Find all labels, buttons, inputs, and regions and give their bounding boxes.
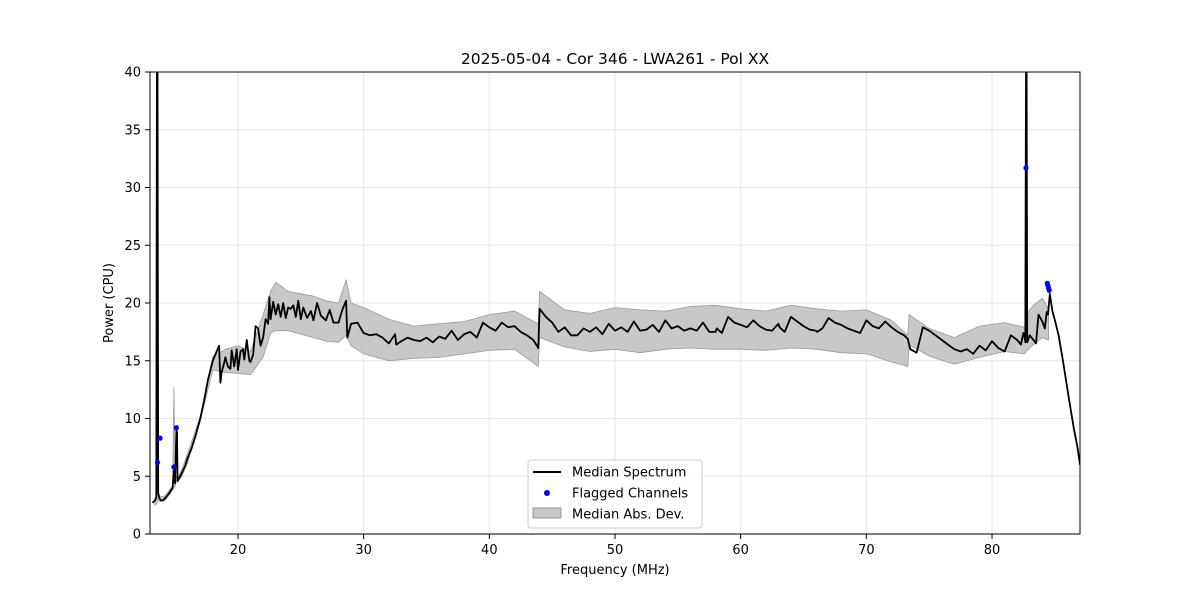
y-tick-label: 15: [124, 354, 141, 369]
flagged-channel-point: [173, 425, 179, 431]
x-tick-label: 80: [984, 543, 1001, 558]
y-tick-label: 35: [124, 123, 141, 138]
legend: Median Spectrum Flagged Channels Median …: [527, 459, 703, 529]
x-tick-label: 60: [732, 543, 749, 558]
y-tick-label: 40: [124, 66, 141, 81]
x-axis-title: Frequency (MHz): [560, 563, 669, 578]
legend-mad-swatch: [532, 507, 562, 519]
y-tick-label: 20: [124, 297, 141, 312]
legend-flagged-label: Flagged Channels: [572, 487, 688, 502]
flagged-channel-point: [157, 435, 163, 441]
flagged-channels-layer: [154, 165, 1052, 470]
flagged-channel-point: [171, 464, 177, 470]
y-axis-title: Power (CPU): [102, 263, 117, 343]
legend-mad-label: Median Abs. Dev.: [572, 508, 684, 523]
x-tick-label: 70: [858, 543, 875, 558]
y-tick-label: 0: [133, 528, 141, 543]
flagged-channel-point: [1046, 287, 1052, 293]
y-tick-label: 30: [124, 181, 141, 196]
chart-title: 2025-05-04 - Cor 346 - LWA261 - Pol XX: [461, 50, 770, 68]
legend-median-label: Median Spectrum: [572, 466, 686, 481]
y-tick-label: 5: [133, 470, 141, 485]
y-tick-label: 25: [124, 239, 141, 254]
legend-flagged-swatch: [544, 490, 550, 496]
x-tick-label: 30: [355, 543, 372, 558]
y-tick-label: 10: [124, 412, 141, 427]
axis-ticks: 20 30 40 50 60 70 80 0 5 10 15 20 25 30 35 40: [124, 66, 1000, 559]
x-tick-label: 20: [230, 543, 247, 558]
flagged-channel-point: [1023, 165, 1029, 171]
legend-box: [527, 459, 703, 529]
x-tick-label: 40: [481, 543, 498, 558]
median-spectrum-layer: [151, 72, 1080, 504]
flagged-channel-point: [154, 459, 161, 465]
x-tick-label: 50: [607, 543, 624, 558]
median-spectrum-line: [151, 72, 1080, 504]
